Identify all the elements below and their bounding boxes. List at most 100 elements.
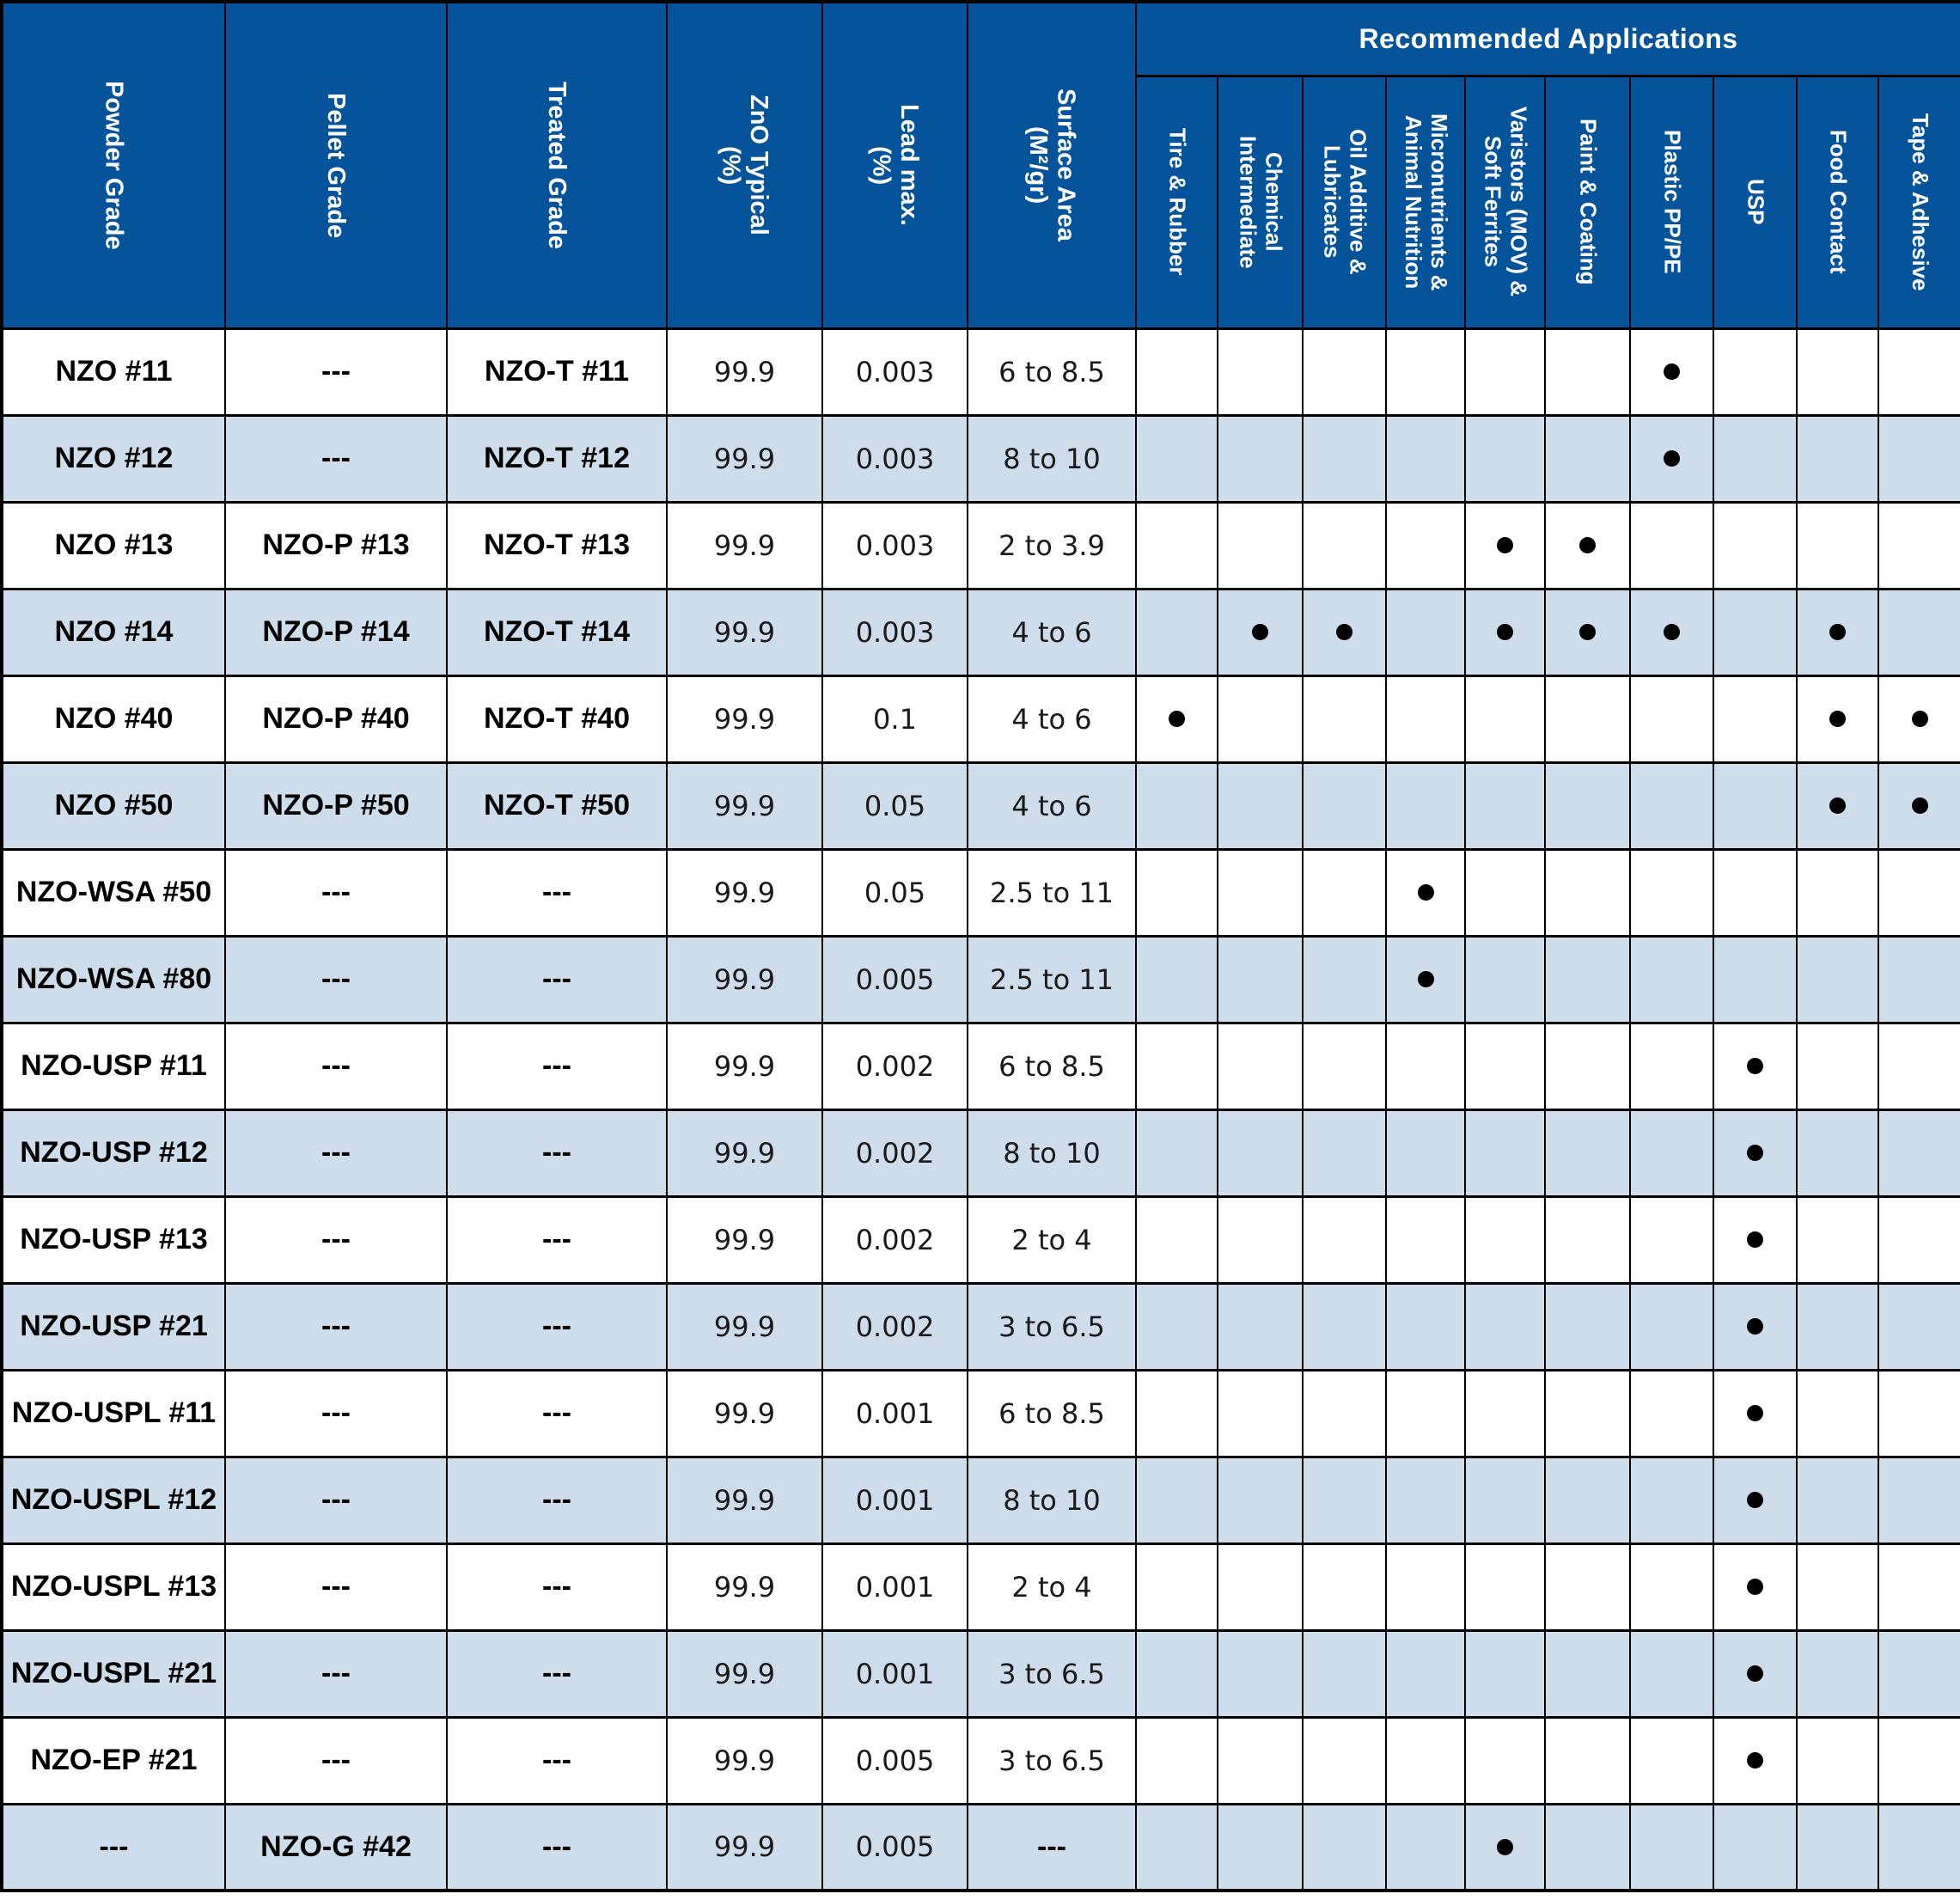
application-cell bbox=[1877, 1021, 1960, 1111]
cell-pellet-grade: NZO-P #50 bbox=[224, 761, 448, 851]
application-cell bbox=[1135, 500, 1218, 590]
application-cell bbox=[1135, 934, 1218, 1024]
application-column-label: Chemical Intermediate bbox=[1235, 135, 1287, 269]
cell-powder-grade: NZO-WSA #50 bbox=[1, 847, 226, 938]
application-cell bbox=[1713, 674, 1798, 764]
application-cell bbox=[1135, 1194, 1218, 1285]
cell-surface-area: 3 to 6.5 bbox=[967, 1628, 1137, 1719]
application-cell bbox=[1385, 1194, 1466, 1285]
application-cell bbox=[1544, 500, 1631, 590]
application-cell bbox=[1877, 500, 1960, 590]
cell-pellet-grade: NZO-P #14 bbox=[224, 587, 448, 677]
cell-lead-max: 0.001 bbox=[821, 1368, 968, 1458]
table-row: NZO #40 NZO-P #40 NZO-T #40 99.9 0.1 4 to 6 bbox=[1, 674, 1960, 764]
cell-pellet-grade: --- bbox=[224, 847, 448, 938]
table-row: NZO #11 --- NZO-T #11 99.9 0.003 6 to 8.5 bbox=[1, 327, 1960, 417]
application-cell bbox=[1217, 1802, 1304, 1892]
application-cell bbox=[1713, 1455, 1798, 1545]
application-cell bbox=[1217, 1021, 1304, 1111]
application-cell bbox=[1135, 1542, 1218, 1632]
application-cell bbox=[1629, 847, 1714, 938]
application-dot bbox=[1579, 624, 1596, 640]
application-cell bbox=[1713, 934, 1798, 1024]
application-cell bbox=[1629, 1108, 1714, 1198]
application-column-label: Tape & Adhesive bbox=[1907, 113, 1933, 291]
cell-pellet-grade: --- bbox=[224, 1715, 448, 1805]
application-cell bbox=[1385, 1368, 1466, 1458]
application-cell bbox=[1135, 674, 1218, 764]
application-cell bbox=[1796, 761, 1879, 851]
application-cell bbox=[1629, 413, 1714, 504]
application-dot bbox=[1336, 624, 1352, 640]
application-cell bbox=[1629, 327, 1714, 417]
application-column-header-paint-coating: Paint & Coating bbox=[1544, 75, 1631, 330]
application-cell bbox=[1385, 327, 1466, 417]
cell-powder-grade: NZO-USP #12 bbox=[1, 1108, 226, 1198]
application-cell bbox=[1302, 1802, 1387, 1892]
cell-treated-grade: NZO-T #11 bbox=[446, 327, 668, 417]
column-header-zno-typical: ZnO Typical (%) bbox=[666, 1, 823, 330]
application-column-header-food-contact: Food Contact bbox=[1796, 75, 1879, 330]
cell-lead-max: 0.005 bbox=[821, 934, 968, 1024]
cell-zno-typical: 99.9 bbox=[666, 1368, 823, 1458]
application-cell bbox=[1464, 1542, 1546, 1632]
application-cell bbox=[1302, 761, 1387, 851]
table-body: NZO #11 --- NZO-T #11 99.9 0.003 6 to 8.5 NZO … bbox=[1, 327, 1960, 1892]
application-cell bbox=[1464, 1802, 1546, 1892]
application-cell bbox=[1217, 413, 1304, 504]
application-cell bbox=[1713, 1108, 1798, 1198]
cell-lead-max: 0.002 bbox=[821, 1194, 968, 1285]
cell-treated-grade: --- bbox=[446, 1368, 668, 1458]
application-dot bbox=[1747, 1318, 1763, 1335]
cell-lead-max: 0.002 bbox=[821, 1108, 968, 1198]
application-column-header-usp: USP bbox=[1713, 75, 1798, 330]
application-cell bbox=[1713, 1194, 1798, 1285]
cell-powder-grade: NZO-USPL #21 bbox=[1, 1628, 226, 1719]
application-column-label: Micronutrients & Animal Nutrition bbox=[1401, 113, 1452, 291]
cell-pellet-grade: --- bbox=[224, 1542, 448, 1632]
table-row: NZO-WSA #50 --- --- 99.9 0.05 2.5 to 11 bbox=[1, 847, 1960, 938]
application-dot bbox=[1829, 797, 1846, 814]
application-cell bbox=[1302, 1455, 1387, 1545]
application-cell bbox=[1877, 1802, 1960, 1892]
application-cell bbox=[1544, 847, 1631, 938]
cell-powder-grade: NZO #12 bbox=[1, 413, 226, 504]
application-cell bbox=[1385, 1715, 1466, 1805]
application-cell bbox=[1544, 1802, 1631, 1892]
cell-lead-max: 0.002 bbox=[821, 1021, 968, 1111]
application-column-label: Varistors (MOV) & Soft Ferrites bbox=[1480, 107, 1532, 297]
table-row: NZO-USPL #11 --- --- 99.9 0.001 6 to 8.5 bbox=[1, 1368, 1960, 1458]
cell-zno-typical: 99.9 bbox=[666, 1108, 823, 1198]
cell-surface-area: 2.5 to 11 bbox=[967, 847, 1137, 938]
application-cell bbox=[1796, 1194, 1879, 1285]
application-cell bbox=[1713, 413, 1798, 504]
application-column-label: USP bbox=[1743, 179, 1769, 225]
cell-lead-max: 0.001 bbox=[821, 1455, 968, 1545]
application-cell bbox=[1629, 1368, 1714, 1458]
cell-surface-area: 2.5 to 11 bbox=[967, 934, 1137, 1024]
application-cell bbox=[1302, 327, 1387, 417]
application-cell bbox=[1877, 674, 1960, 764]
application-column-label: Oil Additive & Lubricates bbox=[1319, 129, 1371, 275]
cell-lead-max: 0.003 bbox=[821, 413, 968, 504]
cell-zno-typical: 99.9 bbox=[666, 761, 823, 851]
application-cell bbox=[1464, 1281, 1546, 1372]
cell-treated-grade: --- bbox=[446, 1455, 668, 1545]
application-cell bbox=[1629, 500, 1714, 590]
cell-lead-max: 0.002 bbox=[821, 1281, 968, 1372]
cell-zno-typical: 99.9 bbox=[666, 1455, 823, 1545]
application-cell bbox=[1135, 1455, 1218, 1545]
application-cell bbox=[1544, 1715, 1631, 1805]
cell-surface-area: 2 to 3.9 bbox=[967, 500, 1137, 590]
cell-pellet-grade: --- bbox=[224, 1455, 448, 1545]
cell-pellet-grade: --- bbox=[224, 1108, 448, 1198]
application-cell bbox=[1629, 1715, 1714, 1805]
application-cell bbox=[1135, 587, 1218, 677]
cell-powder-grade: NZO #11 bbox=[1, 327, 226, 417]
application-cell bbox=[1629, 761, 1714, 851]
cell-treated-grade: --- bbox=[446, 1542, 668, 1632]
application-cell bbox=[1544, 327, 1631, 417]
application-column-header-tire-rubber: Tire & Rubber bbox=[1135, 75, 1218, 330]
cell-surface-area: 6 to 8.5 bbox=[967, 1021, 1137, 1111]
application-cell bbox=[1713, 1628, 1798, 1719]
